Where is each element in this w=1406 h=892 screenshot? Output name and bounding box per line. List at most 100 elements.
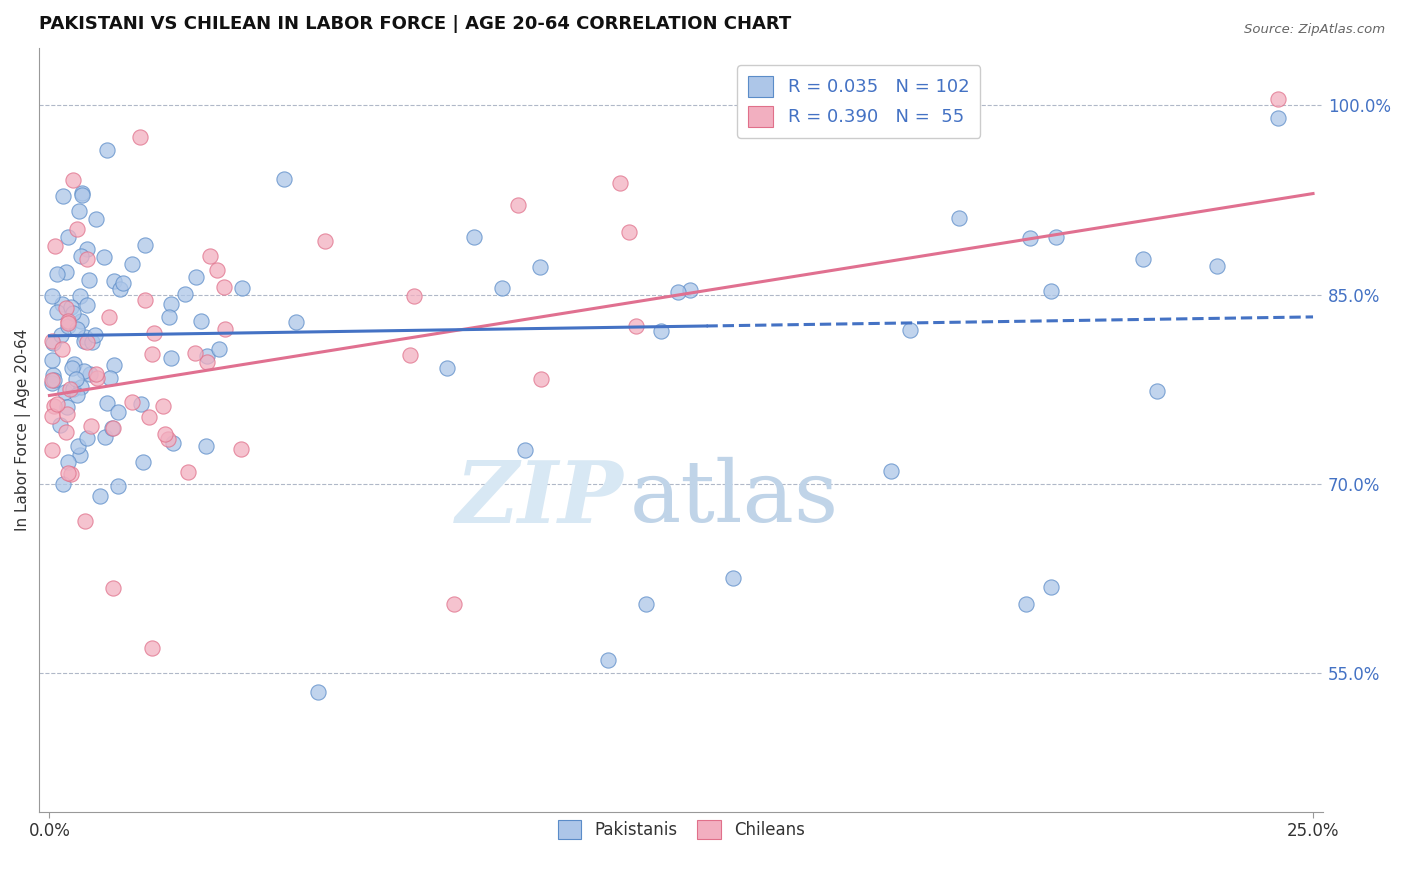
Point [948,211,970,225]
Point [131,397,153,411]
Point [138,410,160,425]
Point [56,407,79,421]
Point [463,229,485,244]
Point [76,252,98,267]
Text: ZIP: ZIP [456,457,623,541]
Point [70,249,93,263]
Point [53,384,76,399]
Point [666,285,689,299]
Point [143,326,166,341]
Point [112,276,135,290]
Point [76,431,98,445]
Point [1015,597,1038,611]
Point [107,478,129,492]
Point [1267,111,1289,125]
Point [62,357,84,371]
Point [42,368,65,383]
Point [59,382,82,396]
Point [134,293,156,308]
Point [212,280,235,294]
Point [184,269,207,284]
Point [52,188,75,202]
Point [177,465,200,479]
Point [77,273,100,287]
Point [103,273,125,287]
Point [69,448,91,462]
Point [41,409,63,423]
Point [96,143,118,157]
Point [82,335,104,350]
Point [56,314,79,328]
Point [198,249,221,263]
Point [530,372,553,386]
Point [48,417,70,432]
Point [66,439,89,453]
Point [41,376,63,391]
Point [529,260,551,274]
Point [89,489,111,503]
Point [76,335,98,350]
Point [56,317,79,331]
Point [159,351,181,365]
Point [76,298,98,312]
Point [108,282,131,296]
Point [98,371,121,385]
Point [69,289,91,303]
Point [152,399,174,413]
Point [898,323,921,337]
Text: PAKISTANI VS CHILEAN IN LABOR FORCE | AGE 20-64 CORRELATION CHART: PAKISTANI VS CHILEAN IN LABOR FORCE | AG… [39,15,792,33]
Point [273,172,295,186]
Point [103,358,125,372]
Point [69,380,91,394]
Point [66,322,89,336]
Point [94,430,117,444]
Point [636,597,658,611]
Point [60,300,83,314]
Point [96,396,118,410]
Point [55,401,77,415]
Point [70,314,93,328]
Point [1040,580,1063,594]
Point [121,257,143,271]
Point [44,399,66,413]
Point [1019,231,1042,245]
Point [134,238,156,252]
Point [231,442,253,456]
Point [195,355,218,369]
Point [141,640,163,655]
Point [880,464,903,478]
Point [56,467,79,481]
Point [83,327,105,342]
Point [162,435,184,450]
Point [160,296,183,310]
Point [65,387,87,401]
Point [619,225,641,239]
Point [190,314,212,328]
Point [156,432,179,446]
Point [436,360,458,375]
Point [49,327,72,342]
Text: Source: ZipAtlas.com: Source: ZipAtlas.com [1244,23,1385,37]
Point [98,310,121,325]
Point [80,418,103,433]
Point [101,421,124,435]
Point [84,211,107,226]
Point [1206,260,1229,274]
Point [721,571,744,585]
Point [101,420,124,434]
Point [62,383,84,397]
Point [153,426,176,441]
Point [70,186,93,200]
Point [231,281,253,295]
Point [399,348,422,362]
Point [86,367,108,381]
Point [45,305,67,319]
Point [51,342,73,356]
Point [307,685,329,699]
Point [51,297,73,311]
Point [1132,252,1154,267]
Point [62,361,84,376]
Point [157,310,180,324]
Point [41,352,63,367]
Point [1040,284,1063,298]
